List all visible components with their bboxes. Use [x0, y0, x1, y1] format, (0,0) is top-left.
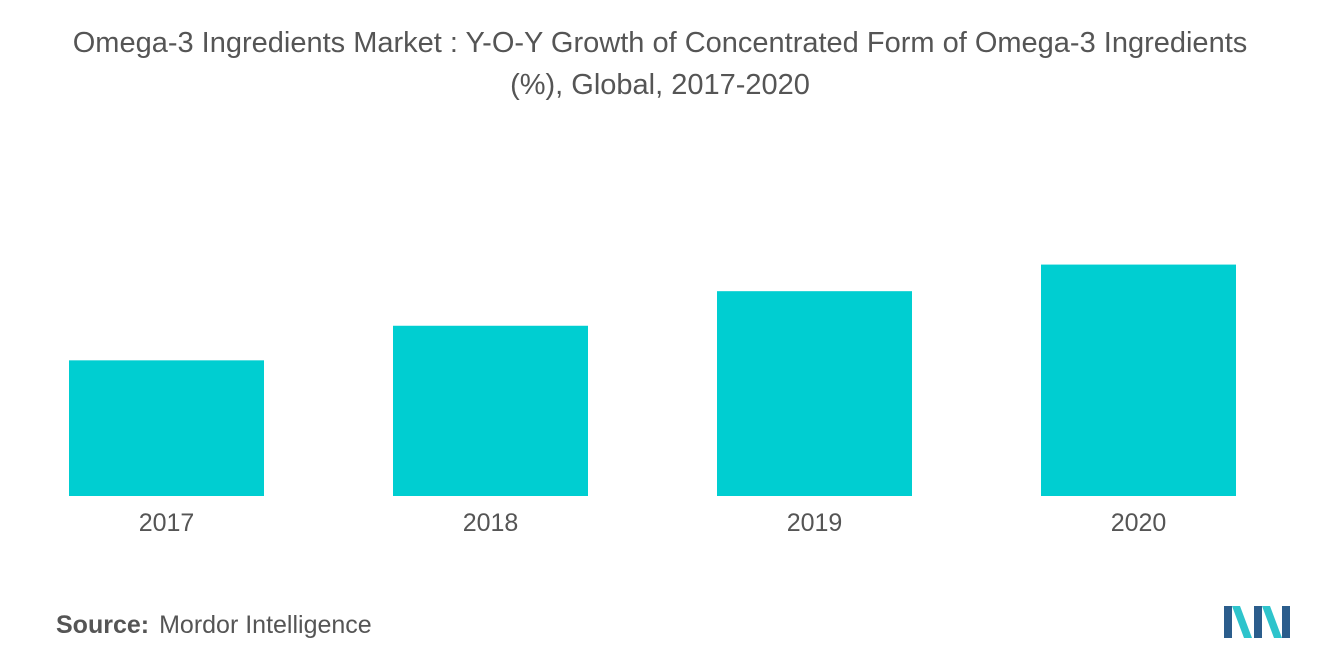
source-note: Source: Mordor Intelligence — [56, 611, 372, 640]
bar-2017 — [69, 360, 264, 496]
x-tick-label-2020: 2020 — [1111, 509, 1167, 537]
chart-title-line-2: (%), Global, 2017-2020 — [510, 69, 810, 101]
bar-2020 — [1041, 264, 1236, 496]
x-tick-label-2017: 2017 — [139, 509, 195, 537]
bar-2019 — [717, 291, 912, 496]
bar-chart: 2017 2018 2019 2020 — [69, 264, 1236, 537]
source-text: Mordor Intelligence — [159, 611, 372, 639]
x-tick-label-2018: 2018 — [463, 509, 519, 537]
bar-2018 — [393, 325, 588, 496]
chart-title-line-1: Omega-3 Ingredients Market : Y-O-Y Growt… — [72, 27, 1248, 59]
x-tick-label-2019: 2019 — [787, 509, 843, 537]
bars-group — [69, 264, 1236, 496]
mordor-intelligence-logo-icon — [1224, 606, 1290, 638]
category-labels-group: 2017 2018 2019 2020 — [139, 509, 1167, 537]
chart-title: Omega-3 Ingredients Market : Y-O-Y Growt… — [0, 22, 1320, 106]
source-label: Source: — [56, 611, 150, 639]
